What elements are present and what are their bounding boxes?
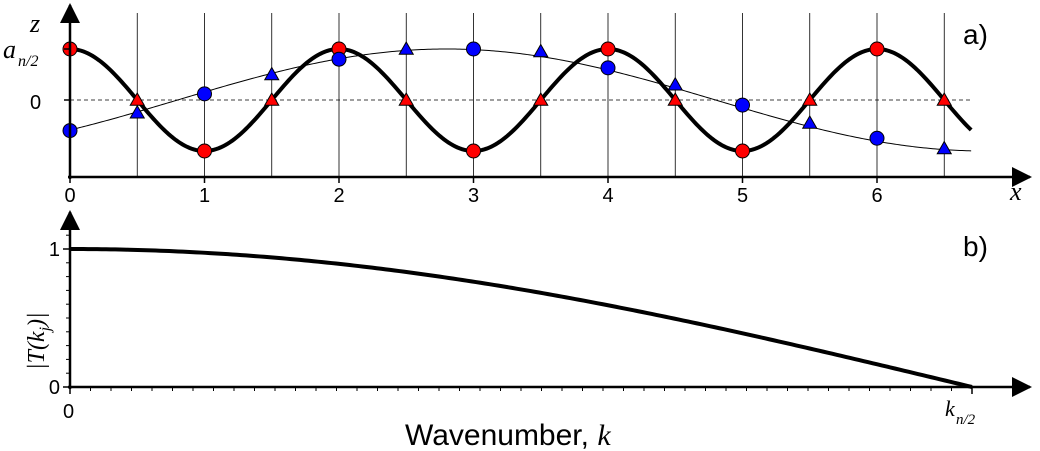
- x-tick-label: 3: [468, 185, 479, 207]
- panel-a-y-tick-a: a: [3, 35, 16, 64]
- series-1-sample: [667, 91, 684, 106]
- panel-a-chart: 0 1 2 3 4 5 6 z x a) a n/2 0: [3, 3, 1032, 207]
- panel-a-y-tick-label-top: a n/2: [3, 35, 38, 70]
- panel-a-y-tick-zero: 0: [30, 92, 41, 114]
- series-2-point: [466, 41, 481, 57]
- panel-b-minor-ticks: [66, 234, 973, 394]
- panel-b-y-axis-label-end: )|: [24, 312, 50, 329]
- series-1-point: [466, 143, 481, 159]
- panel-b-series-line: [70, 247, 973, 389]
- series-2-point: [197, 86, 212, 102]
- x-tick-label: 5: [737, 185, 748, 207]
- panel-a-x-axis-label: x: [1009, 177, 1022, 206]
- series-2-sample: [129, 104, 146, 119]
- series-2-sample: [667, 76, 684, 91]
- series-2-sample: [936, 140, 953, 155]
- panel-a-series-1-curve: [69, 46, 973, 154]
- series-2-sample: [532, 43, 549, 58]
- series-2-point: [869, 130, 885, 146]
- series-1-sample: [263, 91, 280, 106]
- x-tick-label: 0: [64, 185, 75, 207]
- panel-b-x-tick-end: k n/2: [945, 396, 976, 428]
- panel-a-y-ticks: [64, 48, 70, 101]
- panel-a-y-tick-a-subscript: n/2: [18, 53, 38, 70]
- panel-b-x-axis-label-symbol: k: [597, 419, 611, 451]
- panel-a-markers: [62, 40, 953, 159]
- panel-a-y-axis-label: z: [29, 9, 40, 38]
- series-1-sample: [398, 91, 415, 106]
- series-1-sample: [936, 91, 953, 106]
- panel-b-y-axis-label: |T(kj)|: [24, 312, 54, 370]
- series-1-point: [735, 143, 750, 159]
- series-2-point: [735, 97, 750, 113]
- series-1-sample: [801, 91, 818, 106]
- panel-b-chart: 01 b) 0 k n/2 Wavenumber, k |T(kj)|: [24, 210, 1032, 451]
- panel-b-x-tick-k-subscript: n/2: [956, 412, 976, 428]
- series-1-point: [600, 41, 616, 57]
- x-tick-label: 2: [333, 185, 344, 207]
- panel-b-y-axis-label-main: |T(k: [24, 331, 50, 370]
- y-tick-label: 1: [49, 239, 60, 261]
- x-tick-label: 1: [199, 185, 210, 207]
- series-2-sample: [263, 66, 280, 81]
- panel-b-label: b): [963, 231, 988, 262]
- panel-b-y-axis-label-subscript: j: [37, 326, 54, 333]
- panel-a-x-ticks: 0 1 2 3 4 5 6: [64, 177, 883, 207]
- x-tick-label: 6: [871, 185, 882, 207]
- panel-b-y-ticks: 01: [49, 239, 70, 399]
- x-tick-label: 4: [602, 185, 613, 207]
- series-1-point: [197, 143, 212, 159]
- series-2-point: [331, 51, 347, 67]
- panel-b-x-axis-label-text: Wavenumber,: [405, 419, 597, 451]
- panel-a-series-2-curve: [69, 48, 972, 152]
- panel-b-x-axis-label: Wavenumber, k: [405, 419, 611, 451]
- panel-b-x-tick-zero: 0: [63, 401, 74, 423]
- panel-a-label: a): [963, 19, 988, 50]
- series-1-point: [869, 41, 885, 57]
- panel-b-x-tick-k: k: [945, 396, 956, 421]
- svg-text:|T(kj)|: |T(kj)|: [24, 312, 54, 370]
- series-1-sample: [532, 91, 549, 106]
- series-2-sample: [398, 40, 415, 55]
- series-2-sample: [801, 114, 818, 129]
- y-tick-label: 0: [49, 377, 60, 399]
- series-2-point: [600, 60, 616, 76]
